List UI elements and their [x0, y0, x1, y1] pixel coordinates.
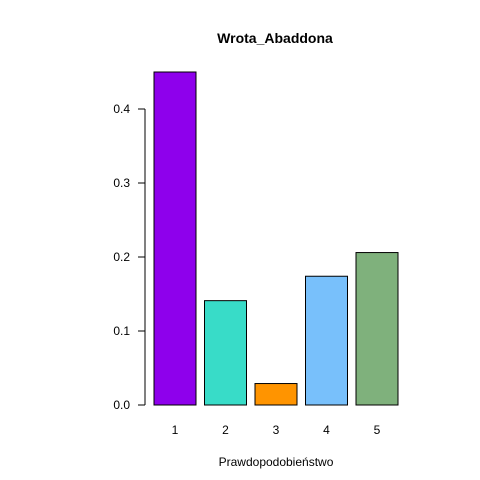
y-tick-label: 0.3: [113, 176, 130, 190]
x-tick-label: 4: [323, 423, 330, 437]
y-axis: 0.0 0.1 0.2 0.3 0.4: [113, 102, 146, 412]
x-tick-label: 1: [172, 423, 179, 437]
chart-title: Wrota_Abaddona: [217, 30, 333, 46]
x-axis-label: Prawdopodobieństwo: [219, 455, 334, 469]
y-tick-label: 0.1: [113, 324, 130, 338]
bar-3: [254, 383, 298, 406]
bar-4: [305, 275, 348, 406]
y-tick-label: 0.4: [113, 102, 130, 116]
bar-1: [153, 71, 197, 406]
y-tick-label: 0.2: [113, 250, 130, 264]
x-tick-label: 5: [374, 423, 381, 437]
y-tick-label: 0.0: [113, 398, 130, 412]
bars: [153, 71, 399, 406]
x-tick-label: 3: [273, 423, 280, 437]
x-tick-labels: 1 2 3 4 5: [172, 423, 381, 437]
bar-5: [355, 252, 399, 406]
bar-2: [204, 300, 247, 406]
x-tick-label: 2: [222, 423, 229, 437]
